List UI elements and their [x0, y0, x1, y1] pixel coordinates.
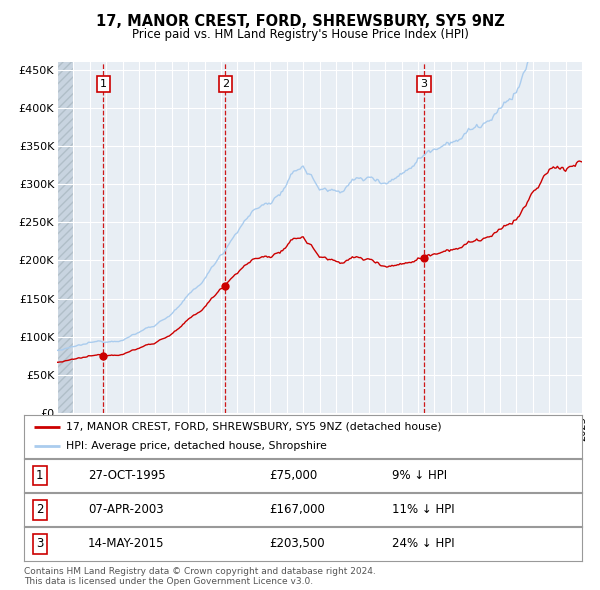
Text: HPI: Average price, detached house, Shropshire: HPI: Average price, detached house, Shro… [66, 441, 327, 451]
Text: 3: 3 [36, 537, 43, 550]
Text: 24% ↓ HPI: 24% ↓ HPI [392, 537, 455, 550]
Text: 1: 1 [36, 469, 43, 482]
Text: £167,000: £167,000 [269, 503, 325, 516]
Text: 9% ↓ HPI: 9% ↓ HPI [392, 469, 448, 482]
Text: 07-APR-2003: 07-APR-2003 [88, 503, 164, 516]
Text: 27-OCT-1995: 27-OCT-1995 [88, 469, 166, 482]
Text: 11% ↓ HPI: 11% ↓ HPI [392, 503, 455, 516]
Text: 2: 2 [222, 79, 229, 89]
Text: Price paid vs. HM Land Registry's House Price Index (HPI): Price paid vs. HM Land Registry's House … [131, 28, 469, 41]
Text: 17, MANOR CREST, FORD, SHREWSBURY, SY5 9NZ: 17, MANOR CREST, FORD, SHREWSBURY, SY5 9… [95, 14, 505, 29]
Text: 1: 1 [100, 79, 107, 89]
Text: 2: 2 [36, 503, 43, 516]
Text: £203,500: £203,500 [269, 537, 325, 550]
Text: 3: 3 [421, 79, 428, 89]
Text: Contains HM Land Registry data © Crown copyright and database right 2024.
This d: Contains HM Land Registry data © Crown c… [24, 567, 376, 586]
Text: £75,000: £75,000 [269, 469, 318, 482]
Text: 14-MAY-2015: 14-MAY-2015 [88, 537, 164, 550]
Text: 17, MANOR CREST, FORD, SHREWSBURY, SY5 9NZ (detached house): 17, MANOR CREST, FORD, SHREWSBURY, SY5 9… [66, 422, 442, 432]
